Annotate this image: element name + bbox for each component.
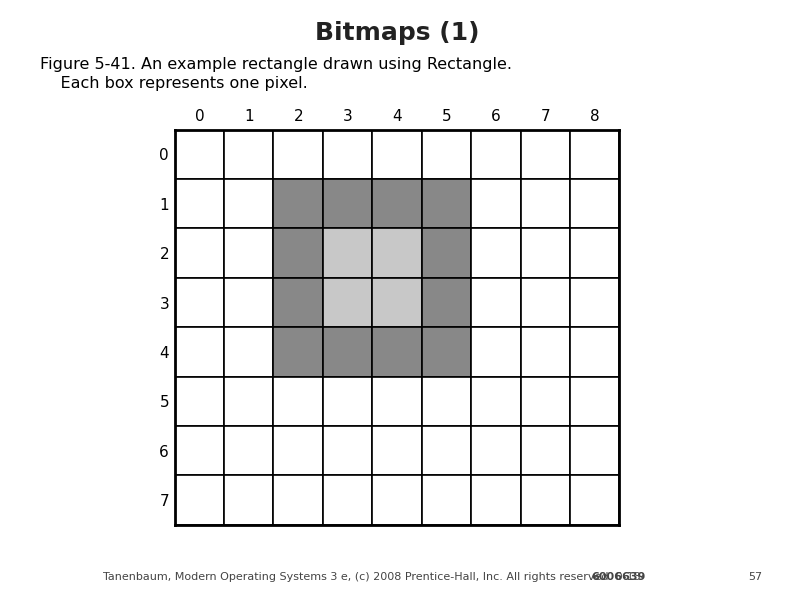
Bar — [372, 130, 422, 179]
Bar — [521, 179, 570, 228]
Bar — [372, 179, 422, 228]
Bar — [422, 228, 471, 278]
Bar — [422, 377, 471, 426]
Bar — [422, 475, 471, 525]
Bar — [471, 475, 521, 525]
Bar — [224, 179, 273, 228]
Bar — [273, 228, 323, 278]
Bar — [323, 179, 372, 228]
Bar — [570, 278, 619, 327]
Bar — [521, 475, 570, 525]
Bar — [521, 228, 570, 278]
Text: 6006639: 6006639 — [592, 572, 646, 582]
Bar — [175, 475, 224, 525]
Bar — [521, 278, 570, 327]
Bar — [323, 278, 372, 327]
Bar — [471, 377, 521, 426]
Bar — [273, 130, 323, 179]
Bar — [273, 426, 323, 475]
Bar — [570, 377, 619, 426]
Bar — [175, 377, 224, 426]
Bar — [471, 130, 521, 179]
Bar — [570, 327, 619, 377]
Text: 57: 57 — [748, 572, 762, 582]
Bar — [175, 426, 224, 475]
Bar — [224, 278, 273, 327]
Bar — [175, 130, 224, 179]
Bar — [323, 426, 372, 475]
Bar — [372, 426, 422, 475]
Bar — [422, 179, 471, 228]
Bar — [224, 475, 273, 525]
Bar — [471, 426, 521, 475]
Bar — [175, 327, 224, 377]
Bar — [471, 278, 521, 327]
Bar — [372, 377, 422, 426]
Bar — [224, 377, 273, 426]
Bar — [471, 179, 521, 228]
Bar — [570, 228, 619, 278]
Bar — [422, 130, 471, 179]
Bar — [422, 327, 471, 377]
Bar — [273, 179, 323, 228]
Bar — [323, 475, 372, 525]
Bar — [521, 327, 570, 377]
Bar — [175, 228, 224, 278]
Bar — [175, 179, 224, 228]
Bar — [224, 327, 273, 377]
Bar — [224, 228, 273, 278]
Bar — [323, 377, 372, 426]
Bar — [372, 278, 422, 327]
Bar — [422, 278, 471, 327]
Bar — [175, 278, 224, 327]
Text: Bitmaps (1): Bitmaps (1) — [314, 21, 480, 45]
Bar — [224, 130, 273, 179]
Bar — [422, 426, 471, 475]
Bar — [273, 278, 323, 327]
Bar — [521, 130, 570, 179]
Bar — [372, 228, 422, 278]
Bar — [372, 475, 422, 525]
Bar — [570, 426, 619, 475]
Bar — [323, 130, 372, 179]
Bar — [471, 228, 521, 278]
Bar — [521, 426, 570, 475]
Bar — [273, 327, 323, 377]
Bar — [372, 327, 422, 377]
Bar — [570, 475, 619, 525]
Bar — [570, 130, 619, 179]
Bar — [273, 475, 323, 525]
Bar — [323, 327, 372, 377]
Bar — [273, 377, 323, 426]
Bar — [471, 327, 521, 377]
Text: Figure 5-41. An example rectangle drawn using Rectangle.: Figure 5-41. An example rectangle drawn … — [40, 57, 511, 71]
Bar — [323, 228, 372, 278]
Bar — [224, 426, 273, 475]
Bar — [521, 377, 570, 426]
Bar — [570, 179, 619, 228]
Text: Tanenbaum, Modern Operating Systems 3 e, (c) 2008 Prentice-Hall, Inc. All rights: Tanenbaum, Modern Operating Systems 3 e,… — [103, 572, 645, 582]
Text: Each box represents one pixel.: Each box represents one pixel. — [40, 76, 307, 91]
